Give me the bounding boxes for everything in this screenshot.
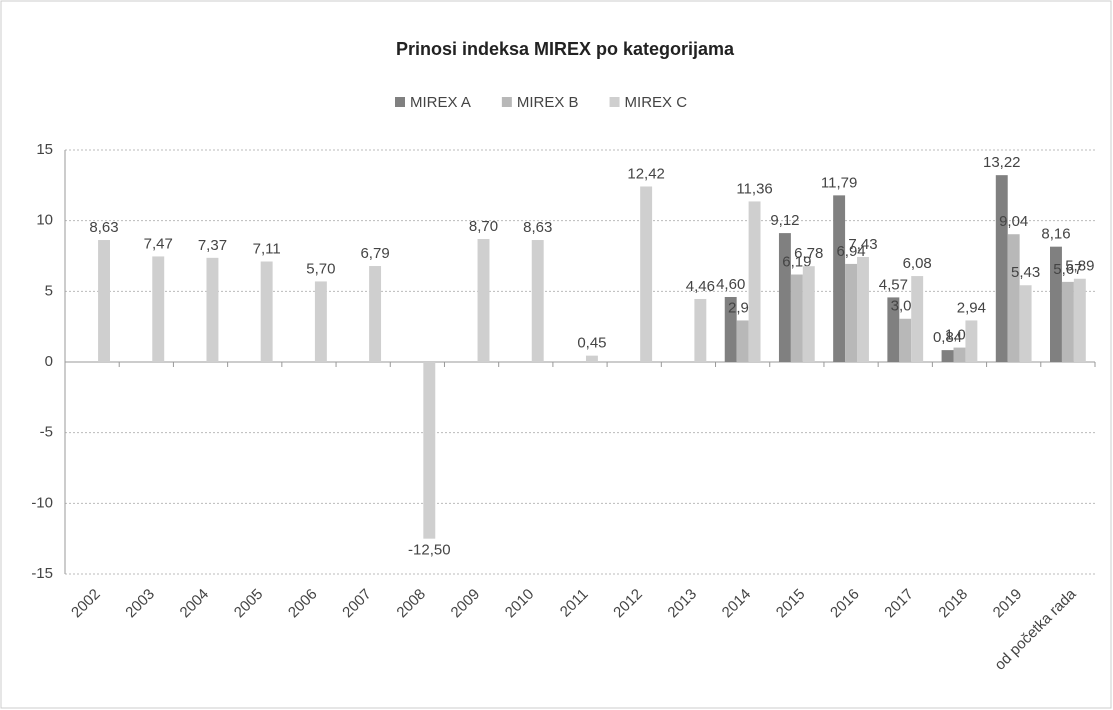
- legend-label: MIREX C: [625, 94, 688, 111]
- legend-label: MIREX B: [517, 94, 579, 111]
- legend-label: MIREX A: [410, 94, 471, 111]
- data-label: 8,16: [1041, 226, 1070, 243]
- bar: [1050, 246, 1062, 362]
- data-label: 4,57: [879, 276, 908, 293]
- bar: [1061, 281, 1074, 362]
- data-label: 7,47: [144, 235, 173, 252]
- data-label: 8,63: [523, 219, 552, 236]
- bar: [911, 276, 924, 362]
- legend-swatch: [395, 97, 405, 107]
- data-label: 6,79: [360, 245, 389, 262]
- y-tick-label: -10: [31, 494, 53, 511]
- data-label: 9,12: [770, 212, 799, 229]
- data-label: 9,04: [999, 213, 1028, 230]
- data-label: 11,79: [821, 174, 857, 191]
- bar: [423, 362, 436, 539]
- bar: [748, 201, 761, 362]
- bar: [965, 320, 978, 362]
- bar: [724, 296, 737, 362]
- bar: [845, 263, 858, 362]
- data-label: 5,89: [1065, 258, 1094, 275]
- data-label: -12,50: [408, 542, 451, 559]
- y-tick-label: 15: [36, 141, 53, 158]
- data-label: 11,36: [736, 180, 772, 197]
- bar: [833, 195, 846, 362]
- bar: [899, 318, 912, 362]
- bar: [640, 186, 653, 362]
- bar: [790, 274, 803, 362]
- data-label: 6,08: [903, 255, 932, 272]
- data-label: 8,63: [89, 219, 118, 236]
- bar: [206, 257, 219, 362]
- bar: [260, 261, 273, 362]
- data-label: 0,84: [933, 329, 962, 346]
- bar: [736, 320, 749, 362]
- data-label: 13,22: [983, 154, 1021, 171]
- bar: [1007, 234, 1020, 362]
- bar: [887, 297, 900, 362]
- bar: [778, 233, 791, 362]
- bar: [857, 256, 869, 362]
- chart-title: Prinosi indeksa MIREX po kategorijama: [396, 39, 735, 59]
- bar: [531, 240, 544, 362]
- data-label: 4,60: [716, 276, 745, 293]
- legend-swatch: [609, 97, 620, 107]
- data-label: 6,94: [836, 243, 865, 260]
- data-label: 2,94: [957, 299, 986, 316]
- data-label: 5,67: [1053, 261, 1082, 278]
- y-tick-label: 0: [45, 353, 53, 370]
- bar: [1073, 278, 1086, 362]
- data-label: 0,45: [577, 335, 606, 352]
- y-tick-label: -15: [31, 565, 53, 582]
- data-label: 5,43: [1011, 264, 1040, 281]
- legend-swatch: [501, 97, 512, 107]
- data-label: 5,70: [306, 260, 335, 277]
- bar: [694, 298, 707, 362]
- y-tick-label: 10: [36, 212, 53, 229]
- bar: [953, 347, 966, 362]
- data-label: 8,70: [469, 218, 498, 235]
- bar: [941, 350, 954, 362]
- bar: [995, 175, 1008, 362]
- bar: [314, 281, 327, 362]
- bar: [369, 266, 382, 362]
- data-label: 7,37: [198, 237, 227, 254]
- data-label: 7,11: [253, 240, 281, 257]
- bar: [802, 266, 815, 362]
- bar: [477, 239, 490, 362]
- data-label: 12,42: [627, 165, 665, 182]
- bar: [152, 256, 165, 362]
- data-label: 6,78: [794, 245, 823, 262]
- bar: [585, 355, 598, 362]
- data-label: 7,43: [848, 236, 877, 253]
- bar: [98, 240, 110, 362]
- y-tick-label: -5: [40, 424, 53, 441]
- bar: [1019, 285, 1032, 362]
- data-label: 4,46: [686, 278, 715, 295]
- y-tick-label: 5: [45, 282, 53, 299]
